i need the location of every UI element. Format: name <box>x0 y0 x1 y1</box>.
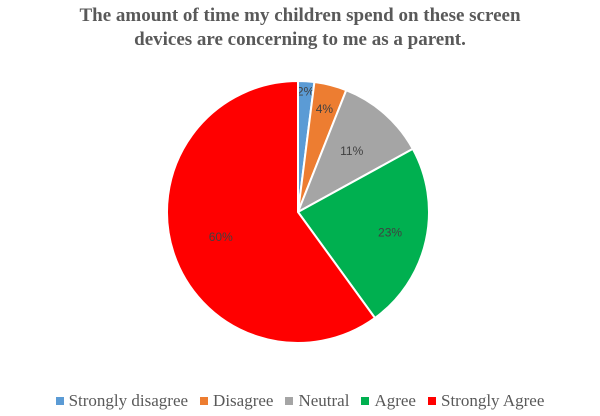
legend-swatch-neutral <box>285 397 294 405</box>
legend-label-agree: Agree <box>374 391 416 410</box>
legend-label-disagree: Disagree <box>213 391 274 410</box>
data-label-strongly-agree: 60% <box>209 230 233 244</box>
legend-label-neutral: Neutral <box>298 391 350 410</box>
chart-title: The amount of time my children spend on … <box>79 5 521 50</box>
legend-swatch-agree <box>361 397 370 405</box>
legend-item-agree: Agree <box>361 391 416 411</box>
legend-swatch-strongly-disagree <box>55 397 64 405</box>
slice-strongly-agree <box>166 79 377 344</box>
data-label-agree: 23% <box>378 226 402 240</box>
slice-neutral <box>296 88 415 215</box>
legend: Strongly disagree Disagree Neutral Agree Str… <box>0 391 600 411</box>
legend-item-strongly-disagree: Strongly disagree <box>55 391 189 411</box>
data-label-disagree: 4% <box>316 102 334 116</box>
legend-label-strongly-agree: Strongly Agree <box>440 391 545 410</box>
legend-item-neutral: Neutral <box>285 391 349 411</box>
data-label-strongly-disagree: 2% <box>297 85 315 99</box>
legend-item-disagree: Disagree <box>200 391 273 411</box>
data-label-neutral: 11% <box>340 144 363 158</box>
legend-item-strongly-agree: Strongly Agree <box>427 391 545 411</box>
legend-swatch-disagree <box>200 397 209 405</box>
slice-agree <box>296 147 430 320</box>
legend-label-strongly-disagree: Strongly disagree <box>68 391 189 410</box>
legend-swatch-strongly-agree <box>427 397 436 405</box>
